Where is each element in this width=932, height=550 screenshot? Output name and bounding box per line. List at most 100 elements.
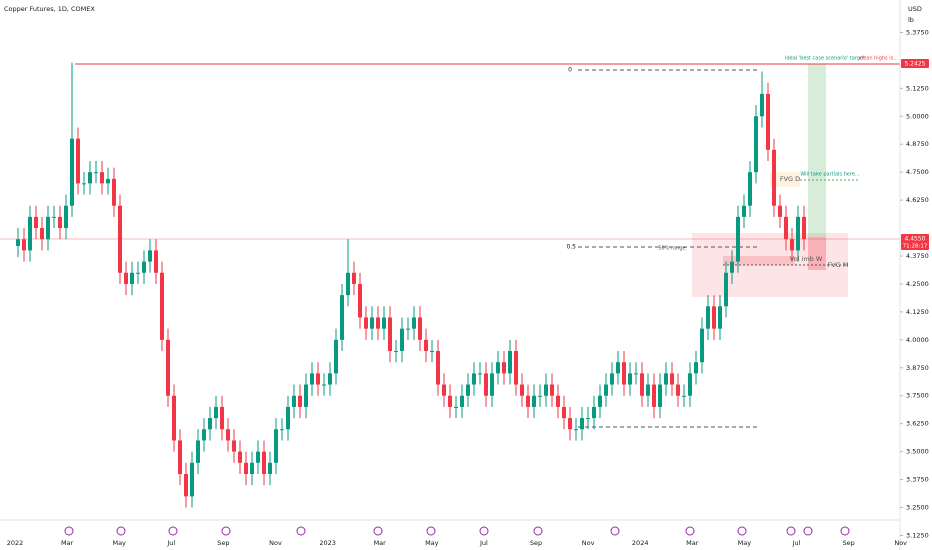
unit: lb bbox=[908, 16, 914, 24]
candle-body bbox=[316, 373, 320, 385]
candle-body bbox=[532, 395, 536, 407]
candle-body bbox=[376, 317, 380, 329]
candle-body bbox=[70, 138, 74, 206]
x-tick-label: Nov bbox=[269, 539, 282, 547]
candle-body bbox=[496, 362, 500, 374]
target-zone bbox=[808, 64, 826, 237]
candle-body bbox=[766, 93, 770, 150]
candle-body bbox=[598, 395, 602, 407]
y-tick-label: 3.8750 bbox=[906, 364, 929, 372]
x-tick-label: Sep bbox=[530, 539, 542, 547]
candle-body bbox=[340, 295, 344, 340]
y-tick-label: 4.7500 bbox=[906, 168, 929, 176]
y-tick-label: 4.3750 bbox=[906, 252, 929, 260]
y-tick-label: 3.2500 bbox=[906, 504, 929, 512]
candle-body bbox=[694, 362, 698, 374]
candle-body bbox=[118, 205, 122, 273]
candle-body bbox=[130, 272, 134, 284]
candle-body bbox=[538, 395, 542, 397]
candle-body bbox=[136, 272, 140, 274]
candle-body bbox=[322, 384, 326, 386]
price-tag-label: 5.2425 bbox=[905, 61, 926, 68]
candle-body bbox=[22, 239, 26, 251]
candle-body bbox=[400, 328, 404, 352]
candle-body bbox=[28, 216, 32, 251]
candle-body bbox=[568, 418, 572, 430]
fib-label: 0.5 bbox=[566, 244, 576, 251]
fvg-d-zone bbox=[770, 172, 800, 187]
candle-body bbox=[640, 373, 644, 396]
candle-body bbox=[142, 261, 146, 273]
candle-body bbox=[64, 205, 68, 229]
y-tick-label: 4.8750 bbox=[906, 140, 929, 148]
candle-body bbox=[238, 451, 242, 463]
candle-body bbox=[82, 183, 86, 185]
candle-body bbox=[460, 395, 464, 407]
candle-body bbox=[508, 351, 512, 374]
candle-body bbox=[226, 429, 230, 441]
y-tick-label: 4.6250 bbox=[906, 196, 929, 204]
candle-body bbox=[454, 406, 458, 408]
candle-body bbox=[166, 339, 170, 396]
candle-body bbox=[298, 395, 302, 407]
candle-body bbox=[586, 418, 590, 420]
fvg-m-label: FVG M bbox=[828, 261, 849, 269]
x-tick-label: Mar bbox=[686, 539, 699, 547]
event-icons bbox=[64, 526, 850, 536]
candle-body bbox=[310, 373, 314, 385]
y-tick-label: 4.2500 bbox=[906, 280, 929, 288]
candle-body bbox=[718, 306, 722, 329]
candle-body bbox=[328, 373, 332, 385]
y-tick-label: 3.6250 bbox=[906, 420, 929, 428]
candle-body bbox=[160, 272, 164, 340]
candle-body bbox=[730, 261, 734, 273]
y-tick-label: 3.3750 bbox=[906, 476, 929, 484]
candle-body bbox=[622, 362, 626, 385]
candle-body bbox=[712, 306, 716, 329]
candle-body bbox=[436, 351, 440, 385]
candle-body bbox=[382, 317, 386, 329]
vol-imb-zone bbox=[723, 256, 795, 265]
candle-body bbox=[550, 384, 554, 396]
candle-body bbox=[154, 250, 158, 273]
candle-body bbox=[592, 406, 596, 419]
candle-body bbox=[652, 384, 656, 407]
candle-body bbox=[616, 362, 620, 374]
candle-body bbox=[778, 205, 782, 217]
chart-title: Copper Futures, 1D, COMEX bbox=[4, 5, 95, 13]
candle-body bbox=[526, 395, 530, 407]
x-tick-label: Sep bbox=[842, 539, 854, 547]
price-tag-label: 4.4550 bbox=[905, 236, 926, 243]
y-tick-label: 3.7500 bbox=[906, 392, 929, 400]
candle-body bbox=[190, 462, 194, 497]
clean-highs-label: clean highs is... bbox=[859, 56, 898, 62]
price-tag bbox=[901, 234, 929, 250]
x-tick-label: Jul bbox=[479, 539, 488, 547]
x-tick-label: 2024 bbox=[632, 539, 649, 547]
candle-body bbox=[214, 406, 218, 419]
candle-body bbox=[424, 339, 428, 352]
x-tick-label: May bbox=[425, 539, 439, 547]
candle-body bbox=[544, 384, 548, 396]
candle-body bbox=[88, 172, 92, 184]
x-tick-label: Jul bbox=[166, 539, 175, 547]
candle-body bbox=[784, 216, 788, 240]
candle-body bbox=[244, 462, 248, 474]
risk-zone bbox=[808, 237, 826, 270]
x-tick-label: 2022 bbox=[7, 539, 24, 547]
fib-label: 0 bbox=[568, 67, 572, 74]
candle-body bbox=[706, 306, 710, 329]
candle-body bbox=[790, 239, 794, 251]
candle-body bbox=[754, 116, 758, 173]
candle-body bbox=[478, 373, 482, 375]
target-label: Ideal 'best case scenario' target bbox=[785, 56, 865, 62]
currency: USD bbox=[908, 5, 922, 13]
candle-body bbox=[358, 283, 362, 318]
candle-body bbox=[796, 216, 800, 251]
vol-imb-label: Vol imb W bbox=[790, 255, 823, 263]
candle-body bbox=[664, 373, 668, 385]
candle-body bbox=[364, 317, 368, 329]
candle-body bbox=[448, 395, 452, 407]
x-tick-label: May bbox=[738, 539, 752, 547]
x-tick-label: 2023 bbox=[319, 539, 336, 547]
